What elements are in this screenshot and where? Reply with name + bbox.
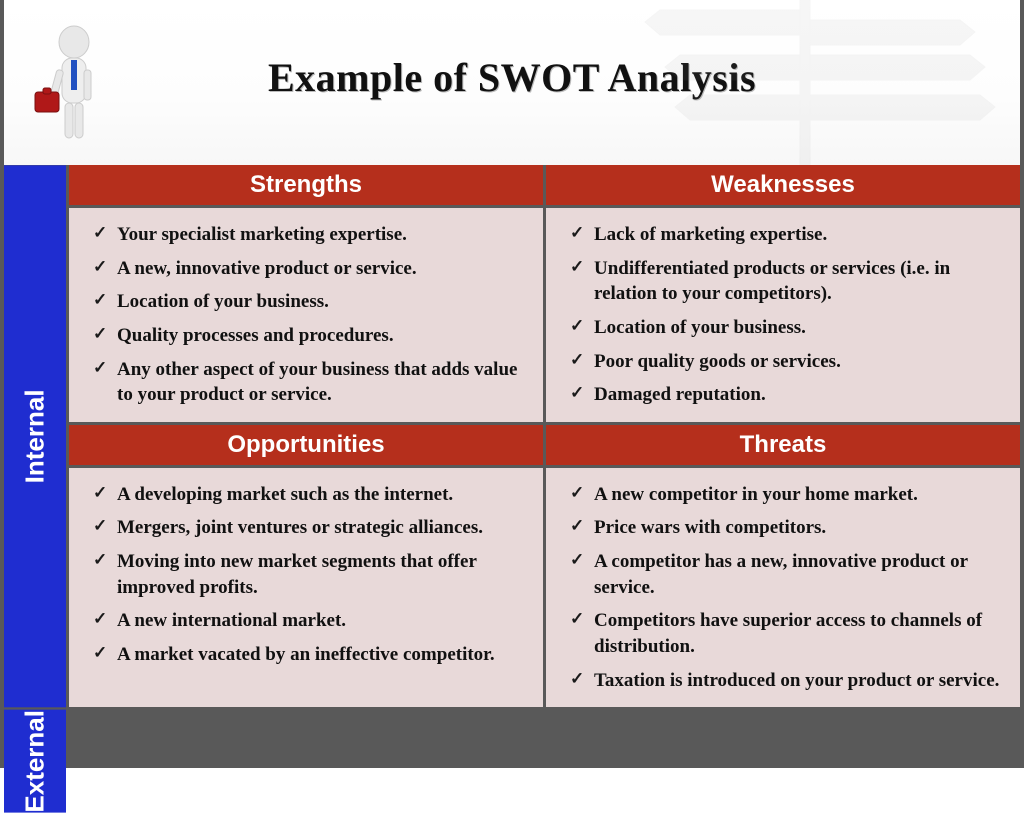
list-item: A new international market. xyxy=(93,604,525,638)
list-item: Poor quality goods or services. xyxy=(570,345,1002,379)
slide-header: Example of SWOT Analysis xyxy=(4,0,1020,165)
list-item: Taxation is introduced on your product o… xyxy=(570,664,1002,698)
list-item: A competitor has a new, innovative produ… xyxy=(570,545,1002,604)
signpost-background-icon xyxy=(600,0,1020,165)
list-item: A market vacated by an ineffective compe… xyxy=(93,638,525,672)
list-item: Undifferentiated products or services (i… xyxy=(570,252,1002,311)
list-item: Price wars with competitors. xyxy=(570,511,1002,545)
list-threats: A new competitor in your home market.Pri… xyxy=(570,478,1002,697)
list-item: Moving into new market segments that off… xyxy=(93,545,525,604)
body-strengths: Your specialist marketing expertise.A ne… xyxy=(69,208,543,422)
list-item: Location of your business. xyxy=(93,285,525,319)
quadrant-strengths: Strengths Your specialist marketing expe… xyxy=(69,165,543,422)
side-label-internal: Internal xyxy=(4,165,66,707)
list-weaknesses: Lack of marketing expertise.Undifferenti… xyxy=(570,218,1002,412)
body-weaknesses: Lack of marketing expertise.Undifferenti… xyxy=(546,208,1020,422)
header-weaknesses: Weaknesses xyxy=(546,165,1020,205)
list-item: A developing market such as the internet… xyxy=(93,478,525,512)
body-threats: A new competitor in your home market.Pri… xyxy=(546,468,1020,707)
list-item: Lack of marketing expertise. xyxy=(570,218,1002,252)
header-strengths: Strengths xyxy=(69,165,543,205)
businessman-icon xyxy=(29,20,119,150)
list-item: A new competitor in your home market. xyxy=(570,478,1002,512)
list-item: Quality processes and procedures. xyxy=(93,319,525,353)
quadrant-threats: Threats A new competitor in your home ma… xyxy=(546,425,1020,707)
quadrant-opportunities: Opportunities A developing market such a… xyxy=(69,425,543,707)
list-item: Any other aspect of your business that a… xyxy=(93,353,525,412)
list-item: Location of your business. xyxy=(570,311,1002,345)
header-threats: Threats xyxy=(546,425,1020,465)
list-item: Competitors have superior access to chan… xyxy=(570,604,1002,663)
list-strengths: Your specialist marketing expertise.A ne… xyxy=(93,218,525,412)
list-opportunities: A developing market such as the internet… xyxy=(93,478,525,672)
list-item: Damaged reputation. xyxy=(570,378,1002,412)
list-item: Your specialist marketing expertise. xyxy=(93,218,525,252)
side-label-external: External xyxy=(4,710,66,813)
swot-grid: Internal Strengths Your specialist marke… xyxy=(4,165,1020,764)
body-opportunities: A developing market such as the internet… xyxy=(69,468,543,707)
header-opportunities: Opportunities xyxy=(69,425,543,465)
list-item: A new, innovative product or service. xyxy=(93,252,525,286)
quadrant-weaknesses: Weaknesses Lack of marketing expertise.U… xyxy=(546,165,1020,422)
list-item: Mergers, joint ventures or strategic all… xyxy=(93,511,525,545)
